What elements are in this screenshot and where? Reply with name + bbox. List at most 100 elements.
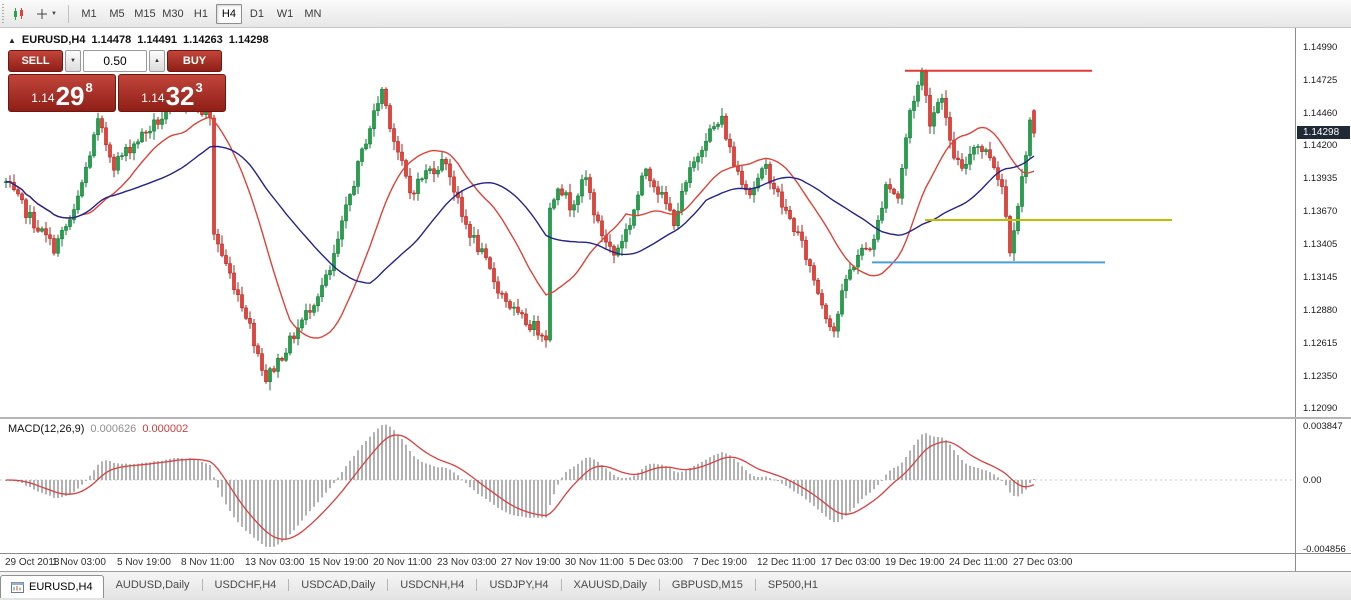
sell-pip-fraction: 8 (85, 80, 93, 95)
timeframe-m15[interactable]: M15 (132, 4, 158, 24)
timeframe-m30[interactable]: M30 (160, 4, 186, 24)
price-axis-label: 1.14990 (1303, 42, 1338, 53)
sell-price-display[interactable]: 1.14 29 8 (8, 74, 116, 112)
time-axis-label: 29 Oct 2018 (5, 557, 60, 568)
time-axis-label: 8 Nov 11:00 (181, 557, 235, 568)
time-axis-separator (0, 553, 1351, 554)
crosshair-dropdown-button[interactable]: ▼ (31, 3, 62, 25)
macd-axis-label: -0.004856 (1303, 544, 1346, 555)
tab-separator (476, 579, 478, 591)
toolbar-grip[interactable] (2, 3, 4, 24)
time-axis-label: 23 Nov 03:00 (437, 557, 497, 568)
chevron-down-icon: ▼ (51, 10, 57, 17)
trade-panel-collapse-icon[interactable]: ▲ (8, 35, 16, 45)
price-axis-label: 1.13670 (1303, 206, 1338, 217)
price-axis-label: 1.13405 (1303, 239, 1338, 250)
macd-canvas[interactable] (0, 419, 1295, 553)
tab-eurusd-h4[interactable]: EURUSD,H4 (0, 575, 104, 598)
tab-separator (288, 579, 290, 591)
tab-separator (201, 579, 203, 591)
volume-decrease-button[interactable]: ▼ (65, 50, 81, 72)
chart-ohlc-header: ▲ EURUSD,H4 1.14478 1.14491 1.14263 1.14… (8, 34, 269, 46)
timeframe-w1[interactable]: W1 (272, 4, 298, 24)
timeframe-h4[interactable]: H4 (215, 3, 242, 24)
price-axis-label: 1.13935 (1303, 173, 1338, 184)
ohlc-low: 1.14263 (183, 34, 223, 46)
tab-separator (754, 579, 756, 591)
tab-separator (560, 579, 562, 591)
time-axis-label: 27 Dec 03:00 (1013, 557, 1073, 568)
buy-price-display[interactable]: 1.14 32 3 (118, 74, 226, 112)
time-axis-label: 20 Nov 11:00 (373, 557, 432, 568)
axis-corner (1295, 554, 1351, 571)
time-axis[interactable]: 29 Oct 2018 1 Nov 03:00 5 Nov 19:00 8 Nov 1… (0, 554, 1351, 571)
tab-gbpusd-m15[interactable]: GBPUSD,M15 (671, 578, 743, 591)
price-axis-label: 1.12615 (1303, 338, 1338, 349)
chart-window: ▲ EURUSD,H4 1.14478 1.14491 1.14263 1.14… (0, 28, 1351, 571)
moving-average-20[interactable] (5, 115, 1035, 339)
price-axis[interactable]: 1.14990 1.14725 1.14460 1.14200 1.13935 1.136… (1295, 28, 1351, 417)
price-axis-label: 1.12350 (1303, 371, 1338, 382)
volume-increase-button[interactable]: ▲ (149, 50, 165, 72)
chart-type-icon[interactable] (7, 3, 31, 25)
price-chart-area[interactable]: ▲ EURUSD,H4 1.14478 1.14491 1.14263 1.14… (0, 28, 1295, 417)
buy-pip-fraction: 3 (195, 80, 203, 95)
ohlc-close: 1.14298 (228, 34, 269, 46)
tab-usdjpy-h4[interactable]: USDJPY,H4 (489, 578, 549, 591)
macd-axis-label: 0.003847 (1303, 421, 1343, 432)
time-axis-label: 7 Dec 19:00 (693, 557, 747, 568)
timeframe-m5[interactable]: M5 (104, 4, 130, 24)
time-axis-label: 15 Nov 19:00 (309, 557, 369, 568)
moving-average-40[interactable] (5, 145, 1035, 284)
sell-big-figure: 1.14 (31, 91, 55, 105)
price-axis-label: 1.14200 (1303, 140, 1338, 151)
macd-signal-value: 0.000002 (142, 423, 189, 435)
macd-label: MACD(12,26,9) (8, 423, 85, 435)
tab-audusd-daily[interactable]: AUDUSD,Daily (115, 578, 190, 591)
timeframe-h1[interactable]: H1 (188, 4, 214, 24)
time-axis-label: 30 Nov 11:00 (565, 557, 624, 568)
time-axis-label: 5 Dec 03:00 (629, 557, 683, 568)
volume-input[interactable] (83, 50, 147, 72)
price-axis-label: 1.14725 (1303, 75, 1338, 86)
time-axis-label: 19 Dec 19:00 (885, 557, 945, 568)
price-axis-label: 1.14460 (1303, 108, 1338, 119)
tab-label: EURUSD,H4 (29, 581, 93, 593)
sell-button[interactable]: SELL (8, 50, 63, 72)
tab-xauusd-daily[interactable]: XAUUSD,Daily (573, 578, 647, 591)
buy-button[interactable]: BUY (167, 50, 222, 72)
price-axis-label: 1.13145 (1303, 272, 1338, 283)
ohlc-open: 1.14478 (91, 34, 132, 46)
time-axis-label: 24 Dec 11:00 (949, 557, 1008, 568)
chart-window-icon (11, 581, 24, 593)
toolbar-separator (67, 4, 69, 23)
time-axis-label: 17 Dec 03:00 (821, 557, 881, 568)
tab-sp500-h1[interactable]: SP500,H1 (767, 578, 818, 591)
chart-symbol-label: EURUSD,H4 (21, 34, 86, 46)
macd-indicator-area[interactable]: MACD(12,26,9) 0.000626 0.000002 (0, 419, 1295, 553)
time-axis-label: 12 Dec 11:00 (757, 557, 816, 568)
candlestick-icon (14, 7, 23, 20)
panel-separator[interactable] (0, 417, 1351, 419)
tab-usdcad-daily[interactable]: USDCAD,Daily (301, 578, 376, 591)
crosshair-icon (37, 8, 47, 19)
time-axis-label: 5 Nov 19:00 (117, 557, 171, 568)
macd-axis-label: 0.00 (1303, 475, 1322, 486)
timeframe-toolbar: ▼ M1 M5 M15 M30 H1 H4 D1 W1 MN (0, 0, 1351, 28)
macd-axis[interactable]: 0.003847 0.00 -0.004856 (1295, 419, 1351, 555)
timeframe-d1[interactable]: D1 (244, 4, 270, 24)
tab-separator (658, 579, 660, 591)
macd-header: MACD(12,26,9) 0.000626 0.000002 (8, 423, 188, 435)
tab-separator (387, 579, 389, 591)
tab-usdcnh-h4[interactable]: USDCNH,H4 (400, 578, 465, 591)
tab-usdchf-h4[interactable]: USDCHF,H4 (214, 578, 277, 591)
timeframe-m1[interactable]: M1 (76, 4, 102, 24)
price-axis-label: 1.12090 (1303, 403, 1338, 414)
buy-pips: 32 (165, 81, 195, 111)
current-price-badge: 1.14298 (1297, 126, 1350, 139)
ohlc-high: 1.14491 (137, 34, 178, 46)
timeframe-mn[interactable]: MN (300, 4, 326, 24)
macd-signal-line (6, 434, 1035, 540)
sell-pips: 29 (55, 81, 85, 111)
